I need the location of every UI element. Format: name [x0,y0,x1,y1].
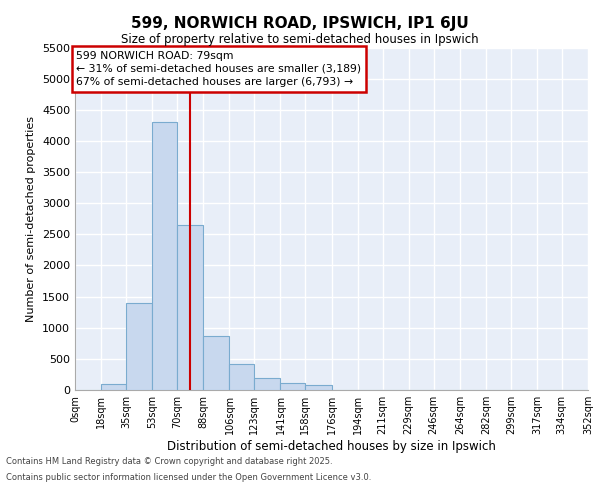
Y-axis label: Number of semi-detached properties: Number of semi-detached properties [26,116,37,322]
Text: 599 NORWICH ROAD: 79sqm
← 31% of semi-detached houses are smaller (3,189)
67% of: 599 NORWICH ROAD: 79sqm ← 31% of semi-de… [76,50,362,87]
Bar [152,122,177,390]
Text: Size of property relative to semi-detached houses in Ipswich: Size of property relative to semi-detach… [121,32,479,46]
Bar [254,378,280,390]
Text: 599, NORWICH ROAD, IPSWICH, IP1 6JU: 599, NORWICH ROAD, IPSWICH, IP1 6JU [131,16,469,31]
Bar [229,364,254,390]
Bar [101,384,126,390]
X-axis label: Distribution of semi-detached houses by size in Ipswich: Distribution of semi-detached houses by … [167,440,496,453]
Bar [203,336,229,390]
Bar [177,225,203,390]
Text: Contains HM Land Registry data © Crown copyright and database right 2025.: Contains HM Land Registry data © Crown c… [6,458,332,466]
Bar [126,303,152,390]
Bar [280,382,305,390]
Bar [305,385,332,390]
Text: Contains public sector information licensed under the Open Government Licence v3: Contains public sector information licen… [6,472,371,482]
